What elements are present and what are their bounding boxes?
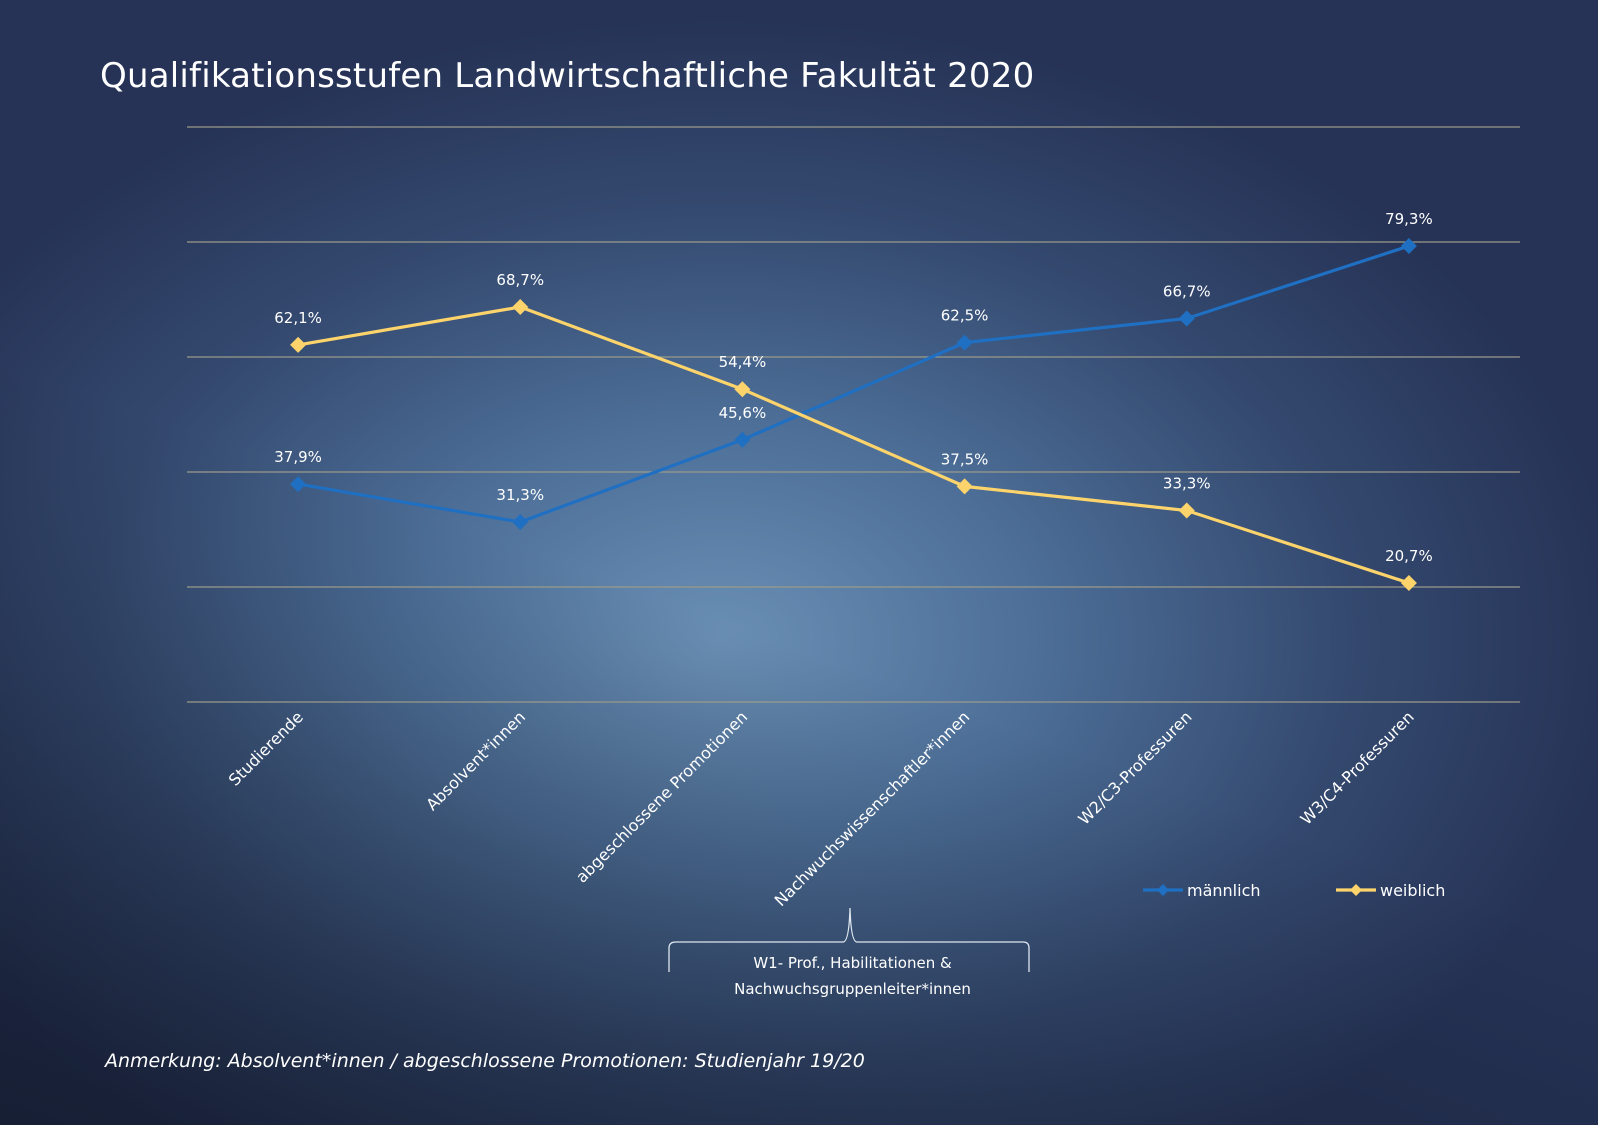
series-line-männlich	[297, 244, 1410, 524]
category-label: Nachwuchswissenschaftler*innen	[771, 707, 974, 910]
data-label: 68,7%	[496, 271, 544, 289]
category-label: W2/C3-Professuren	[1074, 707, 1195, 828]
bracket	[668, 907, 1030, 972]
chart-title: Qualifikationsstufen Landwirtschaftliche…	[100, 56, 1035, 96]
data-label: 62,1%	[274, 309, 322, 327]
data-label: 31,3%	[496, 486, 544, 504]
data-point-marker	[956, 334, 973, 351]
category-label: abgeschlossene Promotionen	[572, 707, 751, 886]
data-point-marker	[1178, 310, 1195, 327]
data-label: 66,7%	[1163, 282, 1211, 300]
data-point-marker	[1400, 238, 1417, 255]
legend-marker-weiblich	[1350, 884, 1362, 896]
legend-label-weiblich: weiblich	[1380, 881, 1445, 900]
bracket-annotation-line1: W1- Prof., Habilitationen &	[753, 954, 952, 972]
category-label: Absolvent*innen	[422, 707, 529, 814]
data-point-marker	[1400, 574, 1417, 591]
data-label: 20,7%	[1385, 547, 1433, 565]
data-label: 37,5%	[941, 450, 989, 468]
data-label: 37,9%	[274, 448, 322, 466]
bracket-annotation-line2: Nachwuchsgruppenleiter*innen	[734, 980, 971, 998]
footnote: Anmerkung: Absolvent*innen / abgeschloss…	[105, 1050, 865, 1072]
category-label: W3/C4-Professuren	[1297, 707, 1418, 828]
data-point-marker	[512, 298, 529, 315]
data-point-marker	[734, 381, 751, 398]
data-label: 45,6%	[719, 404, 767, 422]
data-label: 33,3%	[1163, 475, 1211, 493]
legend-label-männlich: männlich	[1187, 881, 1261, 900]
data-label: 79,3%	[1385, 210, 1433, 228]
data-label: 54,4%	[719, 353, 767, 371]
data-point-marker	[734, 431, 751, 448]
series-line-weiblich	[297, 305, 1410, 585]
data-point-marker	[290, 336, 307, 353]
data-point-marker	[290, 476, 307, 493]
data-point-marker	[956, 478, 973, 495]
category-label: Studierende	[225, 707, 307, 789]
data-point-marker	[512, 514, 529, 531]
data-label: 62,5%	[941, 307, 989, 325]
legend-marker-männlich	[1157, 884, 1169, 896]
data-point-marker	[1178, 502, 1195, 519]
bracket-annotation: W1- Prof., Habilitationen & Nachwuchsgru…	[680, 950, 1025, 1002]
